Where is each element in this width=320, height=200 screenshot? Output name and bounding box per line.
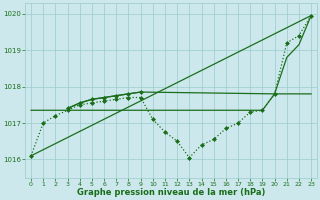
X-axis label: Graphe pression niveau de la mer (hPa): Graphe pression niveau de la mer (hPa)	[77, 188, 265, 197]
